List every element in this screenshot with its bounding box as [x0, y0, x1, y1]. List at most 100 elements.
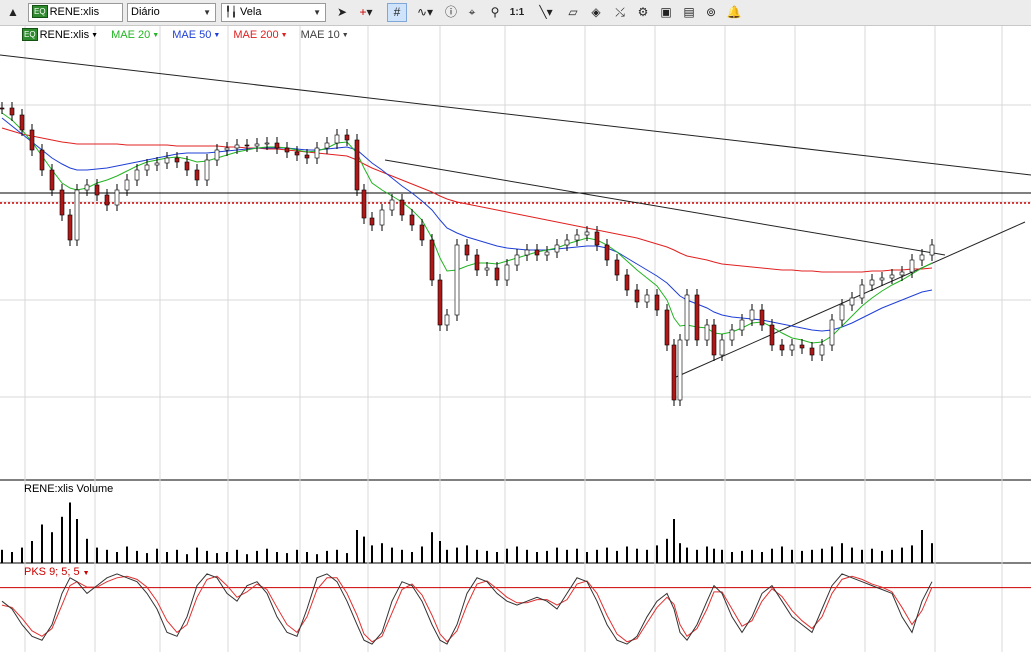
volume-bar [911, 545, 913, 563]
candle-body [484, 267, 490, 271]
oscillator-panel-label[interactable]: PKS 9; 5; 5 ▼ [24, 565, 90, 581]
volume-bar [456, 547, 458, 563]
eraser-icon[interactable]: ▱ [568, 5, 578, 19]
chart-style-select[interactable]: ╿╽ Vela ▼ [221, 3, 326, 22]
volume-bar [706, 546, 708, 563]
candle-body [59, 189, 65, 216]
volume-bar [363, 536, 365, 563]
chevron-down-icon: ▼ [313, 8, 321, 17]
series-mae50 [1, 117, 933, 332]
period-select[interactable]: Diário ▼ [127, 3, 216, 22]
collapse-icon[interactable]: ▲ [7, 5, 19, 19]
volume-bar [86, 538, 88, 563]
series-mae200 [1, 127, 933, 273]
candle-body [19, 114, 25, 131]
candle-body [437, 279, 443, 326]
symbol-text: RENE:xlis [49, 6, 100, 18]
volume-bar [391, 547, 393, 563]
candle-body [684, 294, 690, 341]
volume-bar [41, 524, 43, 563]
tools-2-icon[interactable]: ⚙ [637, 5, 649, 19]
volume-bar [516, 546, 518, 563]
price-legend: EQ RENE:xlis ▼ MAE 20 ▼ MAE 50 ▼ MAE 200 ▼ MA… [22, 27, 359, 43]
candle-body [534, 249, 540, 256]
candle-body [839, 304, 845, 321]
candle-body [39, 149, 45, 171]
legend-mae20[interactable]: MAE 20 ▼ [111, 29, 159, 41]
grid-icon[interactable]: # [387, 3, 407, 22]
volume-bar [536, 552, 538, 563]
volume-bar [116, 552, 118, 563]
info-icon[interactable]: ⓘ [444, 5, 457, 19]
zoom-icon[interactable]: ⚲ [490, 5, 500, 19]
candle-body [304, 154, 310, 159]
volume-bar [439, 541, 441, 563]
volume-bar [146, 553, 148, 563]
legend-mae10[interactable]: MAE 10 ▼ [301, 29, 349, 41]
volume-bar [61, 516, 63, 563]
one-to-one-icon[interactable]: 1:1 [507, 3, 527, 22]
volume-bar [381, 543, 383, 563]
period-value: Diário [131, 6, 160, 18]
candle-body [879, 277, 885, 281]
candle-body [614, 259, 620, 276]
volume-bar [646, 549, 648, 563]
alarm-icon[interactable]: 🔔 [726, 5, 742, 19]
candle-body [544, 251, 550, 256]
legend-symbol[interactable]: EQ RENE:xlis ▼ [22, 28, 98, 41]
volume-bar [556, 547, 558, 563]
legend-mae50-label: MAE 50 [172, 29, 212, 41]
candle-body [204, 159, 210, 181]
draw-icon[interactable]: ⌖ [468, 5, 476, 19]
candle-body [711, 324, 717, 356]
symbol-input[interactable]: EQ RENE:xlis [28, 3, 123, 22]
volume-bar [781, 546, 783, 563]
volume-bar [931, 543, 933, 563]
candle-body [909, 259, 915, 273]
volume-bar [636, 548, 638, 563]
volume-bar [721, 549, 723, 563]
volume-bar [76, 519, 78, 563]
toolbar: ▲ EQ RENE:xlis Diário ▼ ╿╽ Vela ▼ ➤ +▾ # ∿▾ … [0, 0, 1031, 26]
candle-body [264, 142, 270, 145]
candle-body [344, 134, 350, 141]
volume-bar [326, 550, 328, 563]
volume-bar [771, 548, 773, 563]
image-2-icon[interactable]: ▤ [683, 5, 695, 19]
volume-bar [166, 552, 168, 563]
volume-bar [666, 538, 668, 563]
indicator-icon[interactable]: ∿▾ [416, 5, 434, 19]
candle-body [114, 189, 120, 206]
eraser-all-icon[interactable]: ◈ [591, 5, 601, 19]
volume-bar [901, 547, 903, 563]
crosshair-icon[interactable]: +▾ [359, 5, 373, 19]
volume-bar [506, 548, 508, 563]
volume-bar [256, 550, 258, 563]
legend-mae50[interactable]: MAE 50 ▼ [172, 29, 220, 41]
clone-icon[interactable]: ⊚ [705, 5, 717, 19]
volume-bar [546, 550, 548, 563]
candle-body [67, 214, 73, 241]
candle-body [0, 107, 5, 110]
volume-bar [861, 549, 863, 563]
candle-body [574, 234, 580, 241]
candle-body [789, 344, 795, 351]
line-icon[interactable]: ╲▾ [539, 5, 553, 19]
candle-body [164, 157, 170, 164]
candle-body [29, 129, 35, 151]
tools-icon[interactable]: ⤯ [615, 5, 625, 19]
volume-bar [476, 549, 478, 563]
candle-body [464, 244, 470, 256]
candle-body [759, 309, 765, 326]
candle-body [671, 344, 677, 401]
candle-body [634, 289, 640, 303]
candle-body [624, 274, 630, 291]
image-icon[interactable]: ▣ [660, 5, 672, 19]
trendline-middle [384, 159, 946, 256]
volume-bar [811, 549, 813, 563]
legend-mae200[interactable]: MAE 200 ▼ [233, 29, 287, 41]
pointer-icon[interactable]: ➤ [336, 5, 348, 19]
volume-bar [106, 549, 108, 563]
chevron-down-icon: ▼ [152, 32, 160, 39]
candle-body [214, 149, 220, 161]
